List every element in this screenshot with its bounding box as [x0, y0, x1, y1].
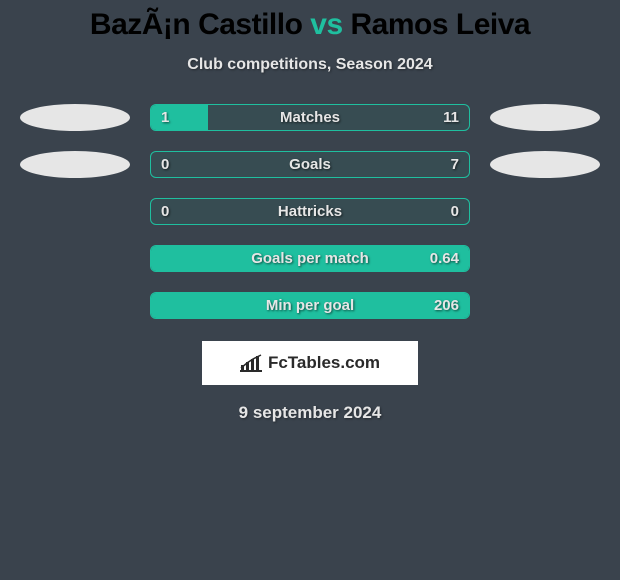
stat-row: Min per goal206 — [20, 292, 600, 319]
player2-name: Ramos Leiva — [351, 8, 531, 41]
stats-container: 1Matches110Goals70Hattricks0Goals per ma… — [0, 104, 620, 319]
stat-row: Goals per match0.64 — [20, 245, 600, 272]
stat-label: Matches — [151, 105, 469, 130]
logo-chart-icon — [240, 354, 262, 372]
stat-value-right: 11 — [443, 105, 459, 130]
vs-text: vs — [310, 8, 342, 41]
team1-ellipse — [20, 151, 130, 178]
team2-ellipse — [490, 151, 600, 178]
stat-value-right: 206 — [434, 293, 459, 318]
ellipse-spacer — [490, 292, 600, 319]
team1-ellipse — [20, 104, 130, 131]
stat-label: Goals — [151, 152, 469, 177]
subtitle: Club competitions, Season 2024 — [0, 56, 620, 74]
ellipse-spacer — [20, 198, 130, 225]
stat-label: Hattricks — [151, 199, 469, 224]
ellipse-spacer — [490, 198, 600, 225]
stat-value-right: 0 — [451, 199, 459, 224]
stat-row: 1Matches11 — [20, 104, 600, 131]
stat-row: 0Hattricks0 — [20, 198, 600, 225]
stat-label: Goals per match — [151, 246, 469, 271]
stat-bar: 1Matches11 — [150, 104, 470, 131]
stat-value-right: 0.64 — [430, 246, 459, 271]
stat-bar: Goals per match0.64 — [150, 245, 470, 272]
logo-text: FcTables.com — [268, 353, 380, 373]
stat-bar: 0Hattricks0 — [150, 198, 470, 225]
ellipse-spacer — [490, 245, 600, 272]
stat-bar: Min per goal206 — [150, 292, 470, 319]
ellipse-spacer — [20, 245, 130, 272]
player1-name: BazÃ¡n Castillo — [90, 8, 303, 41]
ellipse-spacer — [20, 292, 130, 319]
stat-label: Min per goal — [151, 293, 469, 318]
stat-row: 0Goals7 — [20, 151, 600, 178]
fctables-logo: FcTables.com — [202, 341, 418, 385]
stat-value-right: 7 — [451, 152, 459, 177]
stat-bar: 0Goals7 — [150, 151, 470, 178]
team2-ellipse — [490, 104, 600, 131]
date-text: 9 september 2024 — [0, 403, 620, 423]
comparison-title: BazÃ¡n Castillo vs Ramos Leiva — [0, 0, 620, 42]
